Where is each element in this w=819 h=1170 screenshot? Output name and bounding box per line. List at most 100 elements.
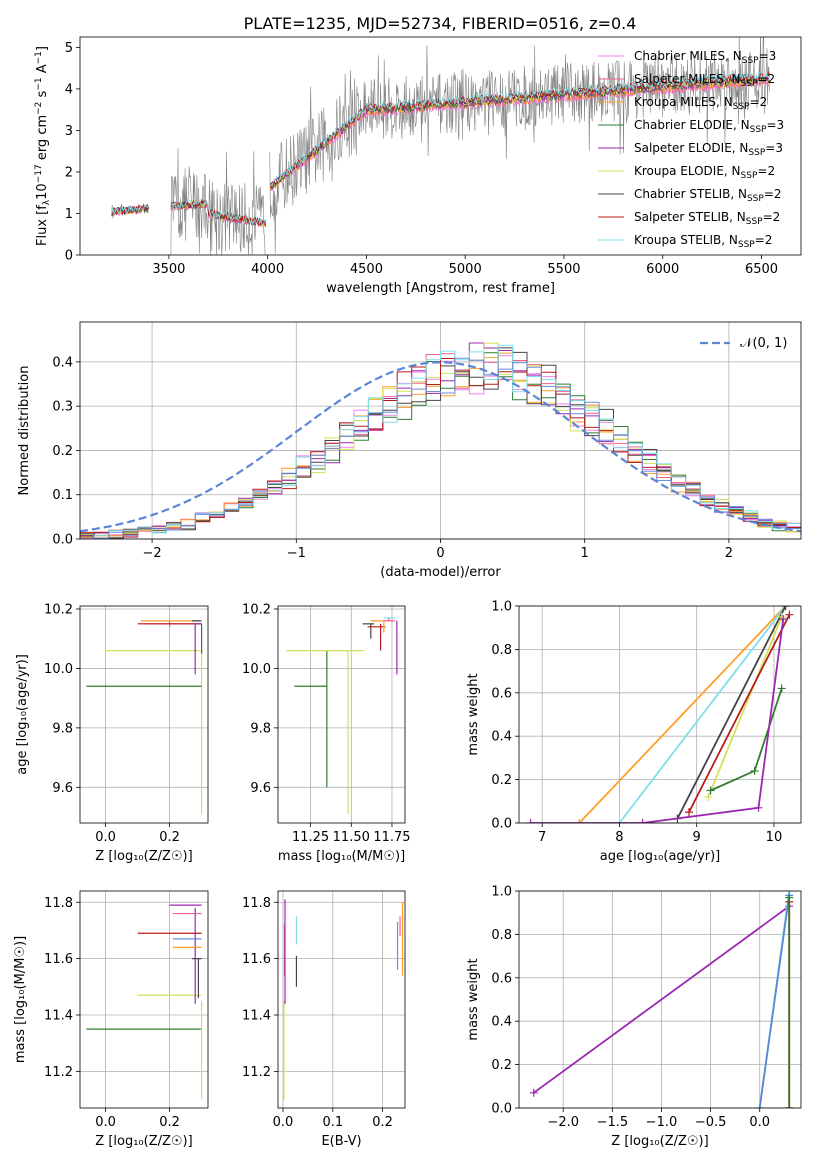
histogram-series [80, 357, 801, 539]
legend-entry: Chabrier MILES, NSSP=3 [634, 49, 776, 66]
axes-border [277, 890, 406, 1109]
axes-border [518, 890, 802, 1109]
y-axis-label-part: −2 [34, 102, 44, 115]
axes-frame: −2.0 −1.5 −1.0 −0.5 0.0 0.0 0.2 0.4 0.6 0.8 1.0 Z [… [466, 885, 802, 1149]
y-tick-label: 0.4 [491, 1015, 512, 1030]
y-tick-label: 0.2 [491, 773, 512, 788]
legend-text: Chabrier ELODIE, N [634, 118, 750, 132]
x-tick-label: 0.2 [159, 830, 180, 845]
legend-text: Salpeter ELODIE, N [634, 141, 748, 155]
legend-text: Kroupa MILES, N [634, 95, 733, 109]
series-marker [526, 819, 535, 823]
y-tick-label: 11.8 [44, 896, 73, 911]
data-point [294, 650, 328, 788]
x-tick-label: 5500 [547, 262, 580, 277]
legend-entry: Kroupa STELIB, NSSP=2 [634, 233, 772, 250]
x-tick-label: 0.0 [95, 1115, 116, 1130]
axes-border [79, 321, 802, 540]
plot-area [529, 891, 794, 1108]
y-tick-label: 0.2 [52, 444, 73, 459]
y-tick-label: 0.4 [491, 730, 512, 745]
axes-border [79, 890, 209, 1109]
x-axis-label: wavelength [Angstrom, rest frame] [326, 281, 555, 296]
x-tick-label: 6500 [745, 262, 778, 277]
residuals-panel: −2 −1 0 1 2 0.0 0.1 0.2 0.3 0.4 (data-model)/error… [17, 321, 802, 580]
y-tick-label: 0.2 [491, 1058, 512, 1073]
x-axis-label: age [log₁₀(age/yr)] [600, 849, 721, 864]
mass-weight-series [618, 606, 787, 823]
y-axis-label: age [log₁₀(age/yr)] [15, 654, 30, 775]
y-tick-label: 0.8 [491, 928, 512, 943]
plot-area [80, 342, 801, 539]
y-axis-label-part: s [35, 90, 50, 101]
series-marker [706, 786, 715, 795]
data-point [192, 958, 202, 999]
y-axis-label-part: 10 [35, 183, 50, 200]
x-tick-label: 6000 [646, 262, 679, 277]
legend-subscript: SSP [742, 56, 759, 66]
y-tick-label: 10.0 [44, 662, 73, 677]
axes-border [79, 605, 209, 824]
x-axis-label: Z [log₁₀(Z/Z☉)] [611, 1134, 708, 1149]
axes-frame: 0.0 0.1 0.2 11.2 11.4 11.6 11.8 E(B-V) [242, 890, 406, 1149]
mass-vs-ebv-panel: 0.0 0.1 0.2 11.2 11.4 11.6 11.8 E(B-V) [242, 890, 406, 1149]
grid [80, 891, 208, 1108]
x-tick-label: −1 [287, 546, 306, 561]
series-marker [575, 819, 584, 823]
x-tick-label: 4500 [350, 262, 383, 277]
axes-border [518, 605, 802, 824]
model-spectrum [111, 71, 770, 227]
x-tick-label: 0.0 [95, 830, 116, 845]
x-tick-label: 7 [538, 830, 546, 845]
legend-entry: Kroupa ELODIE, NSSP=2 [634, 164, 775, 181]
mass-weight-series [530, 618, 785, 823]
legend-text: Kroupa STELIB, N [634, 233, 738, 247]
series-marker [781, 606, 790, 610]
plot-area [86, 904, 203, 1100]
x-tick-label: 4000 [251, 262, 284, 277]
y-axis-label-part: −1 [34, 77, 44, 90]
y-tick-label: 9.6 [52, 781, 73, 796]
x-tick-label: 0.0 [749, 1115, 770, 1130]
legend-entry: Chabrier ELODIE, NSSP=3 [634, 118, 784, 135]
axes-frame: 0.0 0.2 9.6 9.8 10.0 10.2 Z [log₁₀(Z/Z☉)] age [… [15, 602, 209, 864]
x-tick-label: 9 [693, 830, 701, 845]
x-tick-label: −0.5 [695, 1115, 727, 1130]
legend-entry: Salpeter ELODIE, NSSP=3 [634, 141, 783, 158]
series-marker [785, 893, 794, 902]
legend-tail: =2 [750, 95, 768, 109]
axes-frame: 7 8 9 10 0.0 0.2 0.4 0.6 0.8 1.0 age [log₁₀(age/yr… [466, 600, 802, 864]
legend-tail: =3 [765, 141, 783, 155]
figure-title: PLATE=1235, MJD=52734, FIBERID=0516, z=0… [244, 14, 637, 33]
mass-weight-series [578, 606, 787, 823]
mass-weight-series [533, 905, 790, 1094]
y-tick-label: 1.0 [491, 885, 512, 900]
data-point [367, 623, 386, 651]
y-tick-label: 0.8 [491, 643, 512, 658]
mass-weight-series [676, 606, 787, 820]
x-tick-label: 10 [766, 830, 783, 845]
x-axis-label: Z [log₁₀(Z/Z☉)] [95, 849, 192, 864]
y-axis-label-part: λ [42, 199, 52, 205]
plot-area [283, 899, 404, 1100]
series-marker [615, 819, 624, 823]
legend-subscript: SSP [746, 217, 763, 227]
plot-area [526, 606, 794, 823]
series-marker [785, 610, 794, 619]
y-tick-label: 0.0 [491, 817, 512, 832]
y-tick-label: 9.8 [250, 721, 271, 736]
series-marker [779, 615, 788, 624]
y-axis-label-part: −17 [34, 164, 44, 183]
x-tick-label: −1.5 [597, 1115, 629, 1130]
x-tick-label: 0.2 [372, 1115, 393, 1130]
grid [80, 606, 208, 823]
series-marker [754, 803, 763, 812]
y-axis-label-part: Flux [f [35, 205, 50, 246]
legend-tail: =2 [755, 233, 773, 247]
legend-subscript: SSP [741, 79, 758, 89]
legend-tail: =3 [759, 49, 777, 63]
y-tick-label: 10.2 [44, 602, 73, 617]
y-tick-label: 0.3 [52, 400, 73, 415]
y-tick-label: 2 [65, 165, 73, 180]
y-tick-label: 0.0 [491, 1102, 512, 1117]
